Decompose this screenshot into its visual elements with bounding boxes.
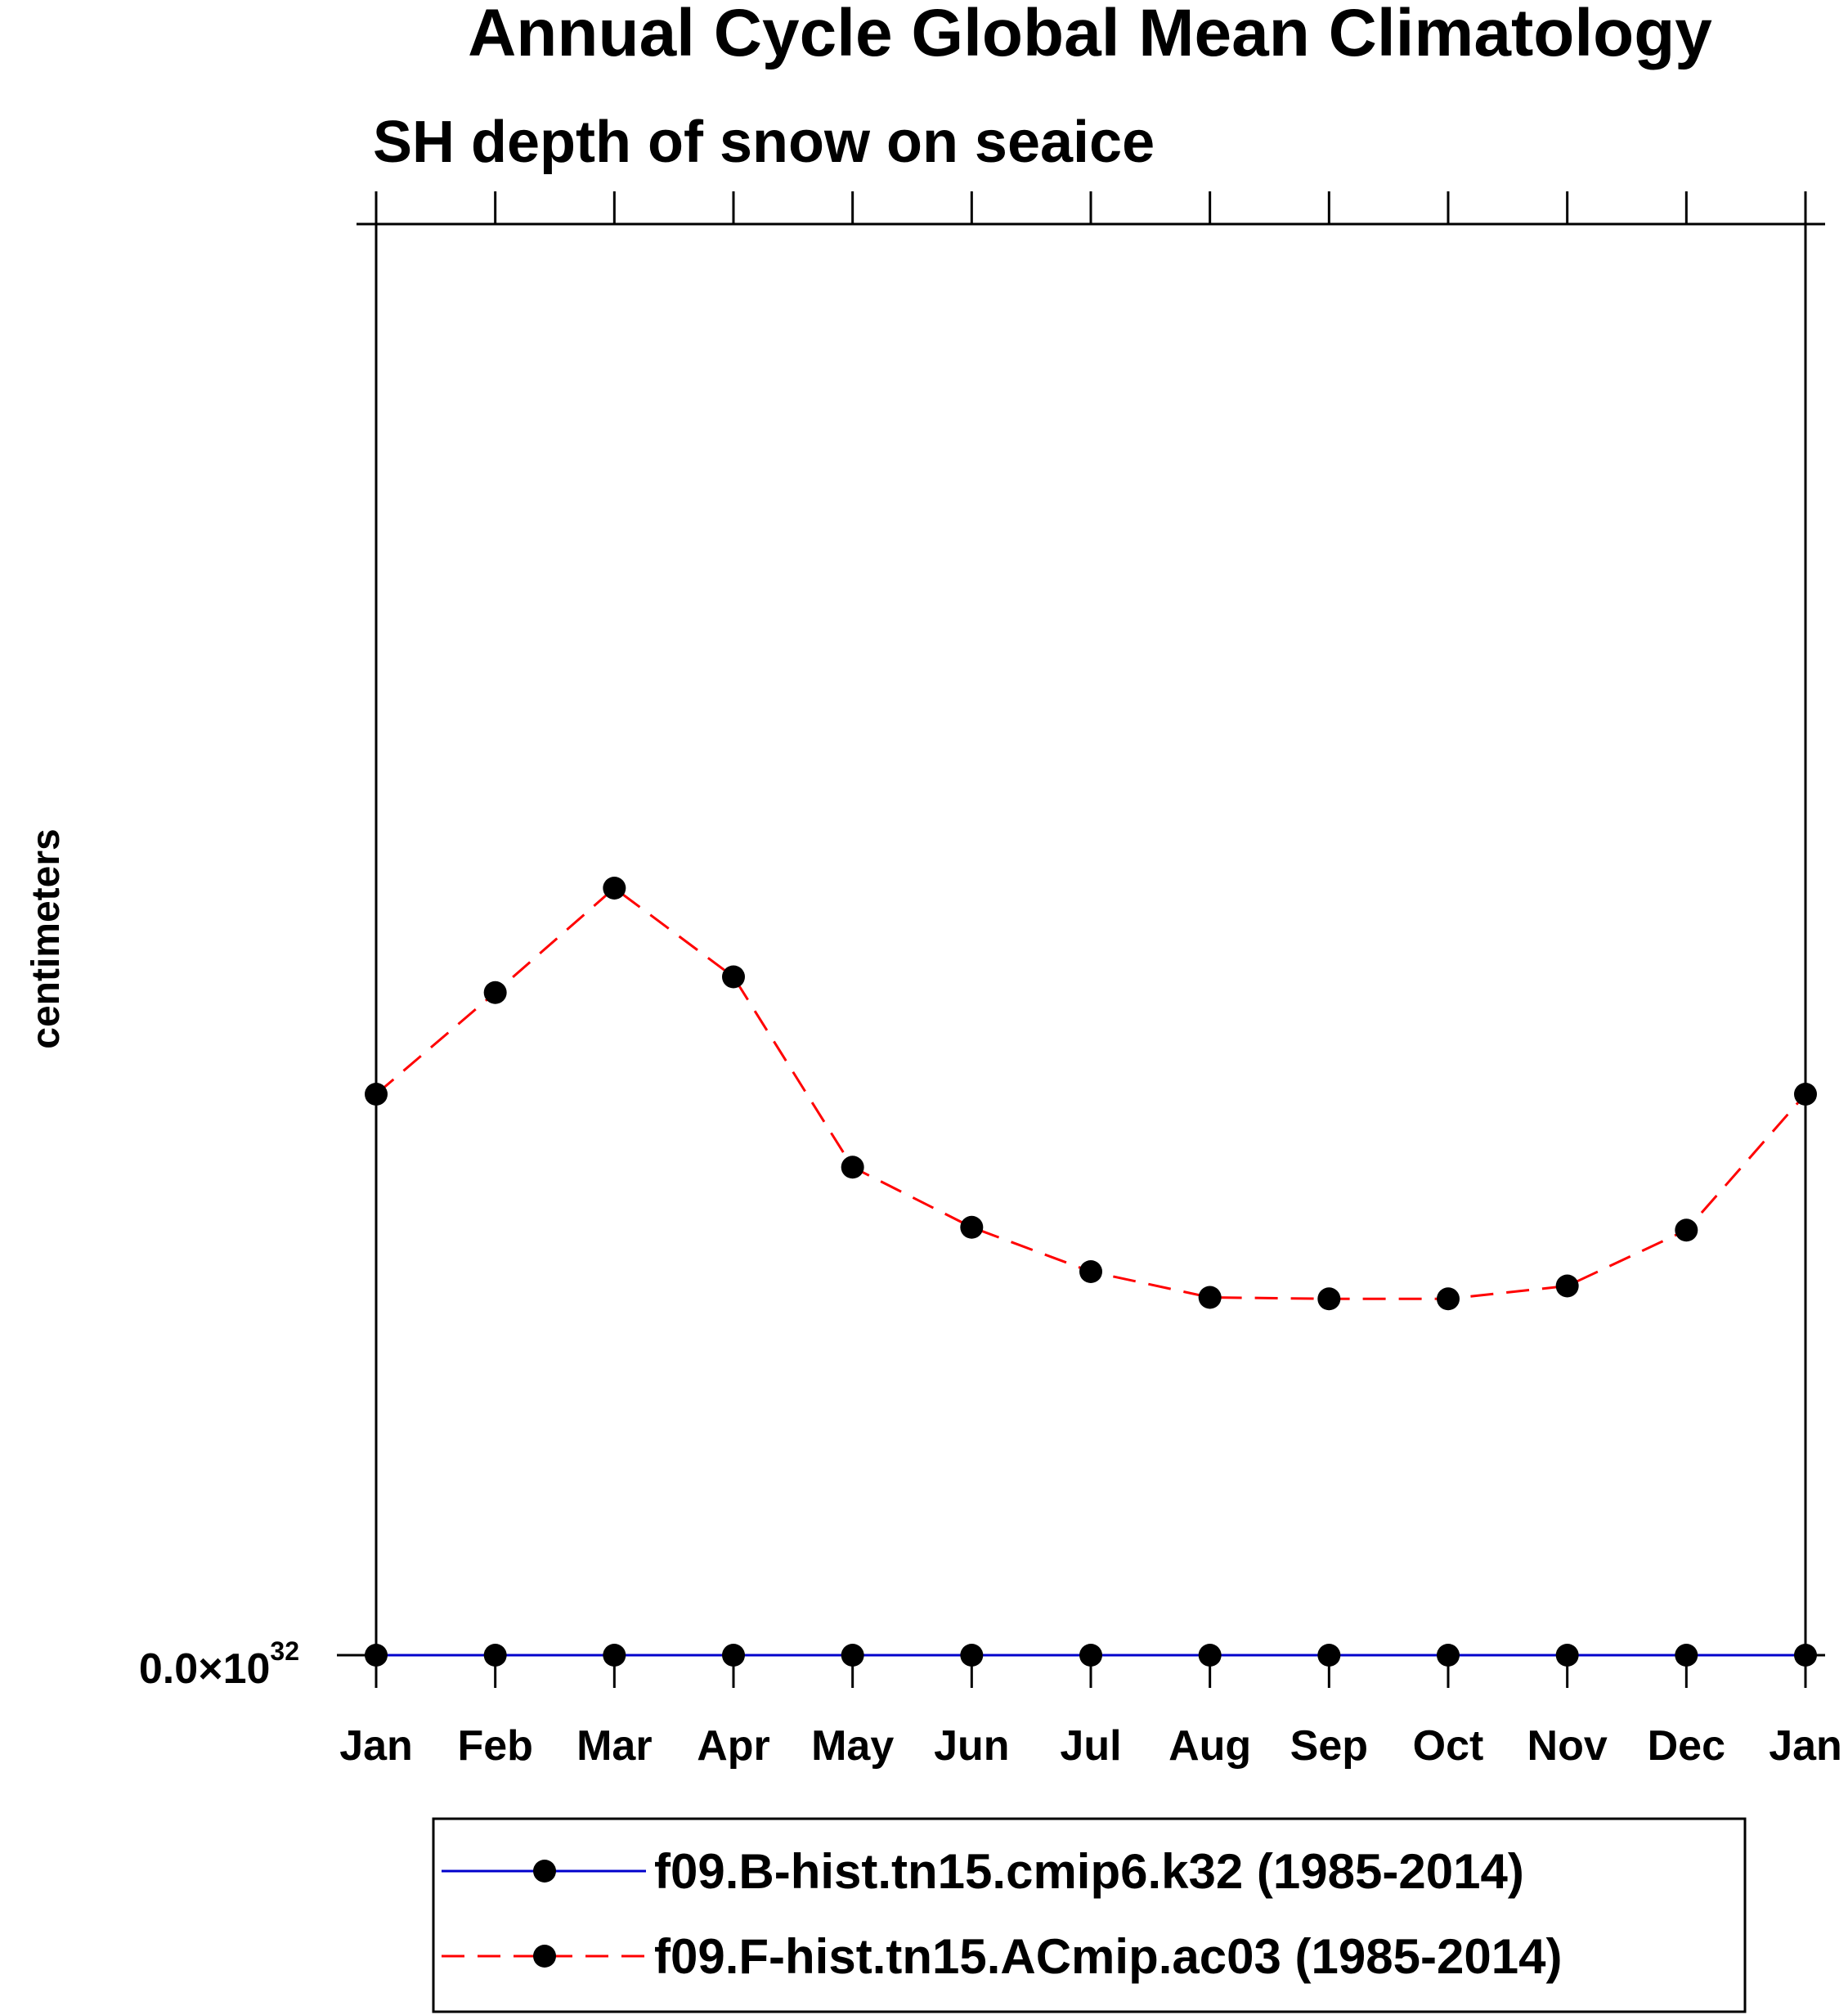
series-point [483, 1644, 507, 1667]
legend-items: f09.B-hist.tn15.cmip6.k32 (1985-2014) f09… [442, 1844, 1562, 1984]
series-point [1317, 1287, 1341, 1311]
series-point [365, 1644, 388, 1667]
legend-label: f09.B-hist.tn15.cmip6.k32 (1985-2014) [654, 1844, 1524, 1899]
x-tick-label: Jun [934, 1722, 1009, 1770]
chart-title: Annual Cycle Global Mean Climatology [468, 0, 1712, 70]
legend-label: f09.F-hist.tn15.ACmip.ac03 (1985-2014) [654, 1929, 1562, 1984]
legend-marker [533, 1860, 556, 1883]
x-tick-label: Jul [1060, 1722, 1121, 1770]
series-point [1079, 1644, 1102, 1667]
legend-marker [533, 1945, 556, 1968]
plot-frame [337, 222, 1825, 1657]
series-point [1437, 1644, 1460, 1667]
legend: f09.B-hist.tn15.cmip6.k32 (1985-2014) f09… [432, 1817, 1747, 2013]
y-tick-times: × [198, 1645, 222, 1693]
legend-box [432, 1817, 1747, 2013]
series-point [1437, 1287, 1460, 1311]
x-tick-label: Mar [576, 1722, 652, 1770]
series-point [1794, 1083, 1817, 1106]
series-point [483, 981, 507, 1004]
y-tick-label: 0.0×1032 [139, 1636, 299, 1693]
series-point [1675, 1644, 1698, 1667]
series-point [722, 1644, 745, 1667]
series-point [603, 877, 626, 900]
series-point [365, 1083, 388, 1106]
y-axis-label: centimeters [25, 828, 68, 1048]
x-tick-label: Apr [697, 1722, 770, 1770]
series-point [1794, 1644, 1817, 1667]
series-point [1198, 1286, 1222, 1309]
x-tick-label: Oct [1413, 1722, 1484, 1770]
y-tick-mantissa: 0.0 [139, 1645, 198, 1693]
x-tick-label: Feb [457, 1722, 532, 1770]
series-point [960, 1215, 984, 1239]
x-tick-label: Jan [339, 1722, 413, 1770]
x-tick-label: Jan [1769, 1722, 1842, 1770]
x-tick-label: Sep [1290, 1722, 1368, 1770]
y-tick-base: 10 [223, 1645, 271, 1693]
y-tick-exponent: 32 [270, 1636, 299, 1666]
series-layer [365, 877, 1817, 1667]
series-point [960, 1644, 984, 1667]
chart-subtitle: SH depth of snow on seaice [373, 110, 1155, 175]
series-point [841, 1156, 864, 1179]
series-point [841, 1644, 864, 1667]
series-point [722, 965, 745, 989]
x-tick-label: May [811, 1722, 894, 1770]
x-tick-label: Aug [1168, 1722, 1251, 1770]
x-axis-ticks [375, 191, 1807, 1688]
series-point [1317, 1644, 1341, 1667]
series-point [603, 1644, 626, 1667]
series-point [1198, 1644, 1222, 1667]
x-tick-label: Dec [1648, 1722, 1725, 1770]
series-point [1079, 1260, 1102, 1283]
x-axis-tick-labels: Jan Feb Mar Apr May Jun Jul Aug Sep Oct Nov Dec Jan [339, 1722, 1842, 1770]
x-tick-label: Nov [1527, 1722, 1608, 1770]
series-point [1555, 1274, 1579, 1298]
series-point [1675, 1218, 1698, 1242]
series-line [375, 886, 1807, 1300]
series-point [1555, 1644, 1579, 1667]
